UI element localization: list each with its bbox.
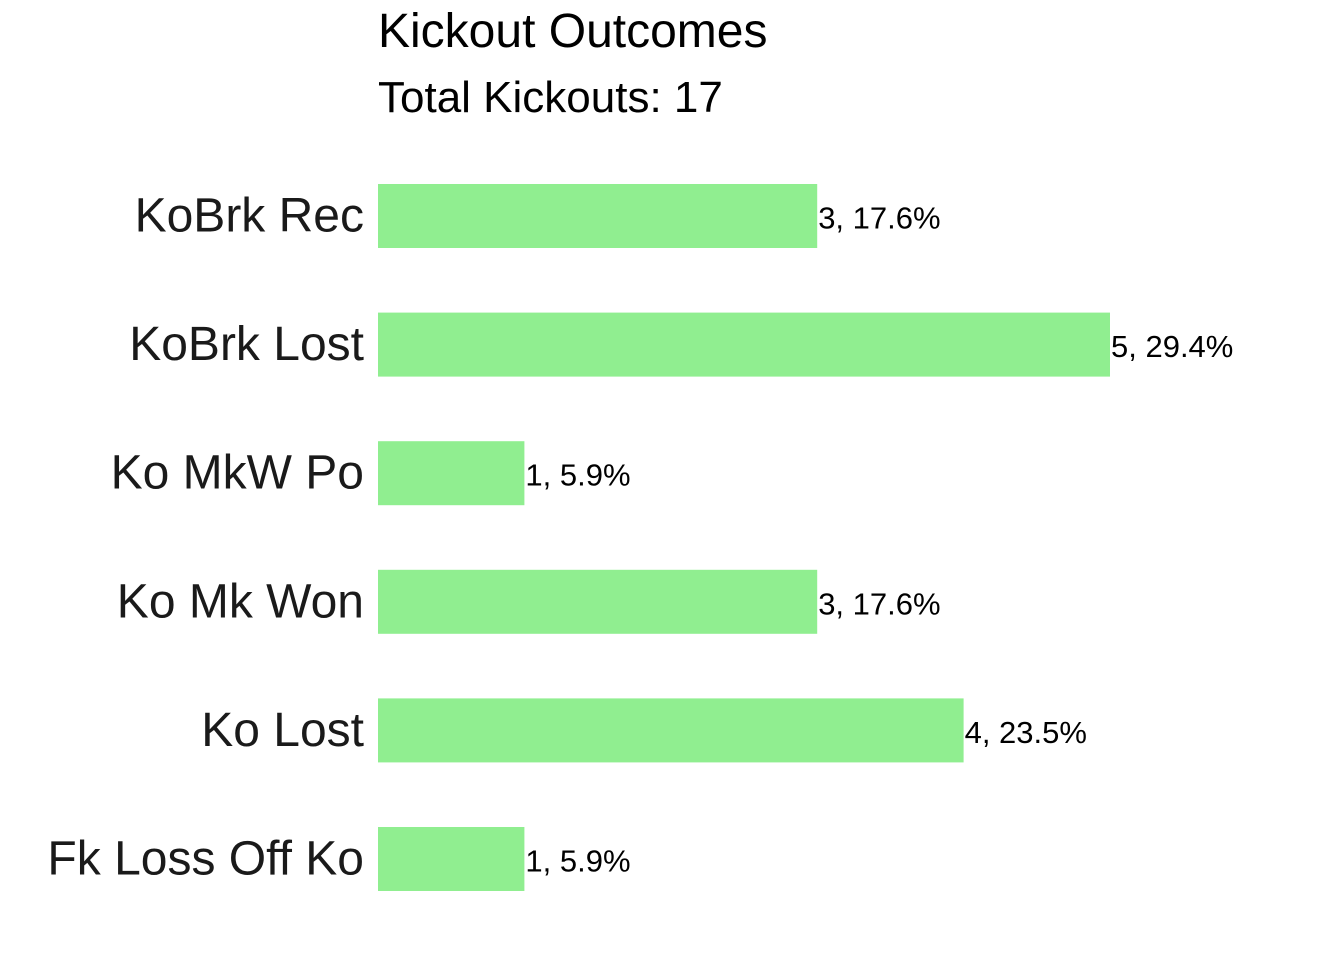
category-label-2: Ko MkW Po (111, 447, 364, 500)
data-label-5: 1, 5.9% (525, 844, 630, 879)
bar-2 (378, 441, 525, 506)
category-label-0: KoBrk Rec (135, 190, 364, 243)
category-label-1: KoBrk Lost (129, 318, 364, 371)
chart-subtitle: Total Kickouts: 17 (378, 73, 723, 122)
data-label-0: 3, 17.6% (818, 201, 940, 236)
data-label-1: 5, 29.4% (1111, 329, 1233, 364)
category-label-5: Fk Loss Off Ko (47, 833, 364, 886)
bar-0 (378, 184, 818, 248)
bar-4 (378, 698, 964, 763)
data-label-2: 1, 5.9% (525, 458, 630, 493)
bar-1 (378, 312, 1110, 377)
data-label-4: 4, 23.5% (965, 715, 1087, 750)
category-label-3: Ko Mk Won (117, 575, 364, 628)
bar-3 (378, 569, 818, 634)
bar-5 (378, 827, 525, 891)
data-label-3: 3, 17.6% (818, 586, 940, 621)
chart-title: Kickout Outcomes (378, 5, 768, 58)
category-label-4: Ko Lost (201, 704, 364, 757)
